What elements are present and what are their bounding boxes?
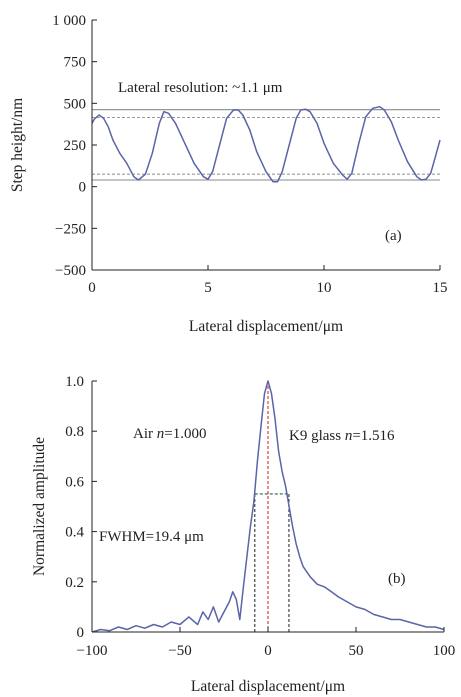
y-tick-label-a: 750 [64, 55, 87, 71]
x-tick-label-a: 10 [317, 280, 332, 296]
series-line-a [91, 105, 441, 183]
y-tick-label-a: 1 000 [52, 13, 86, 29]
y-tick-label-a: 500 [64, 96, 87, 112]
reference-lines-a [92, 109, 440, 181]
axes-a [91, 19, 441, 271]
annotation-glass-text: K9 glass [289, 428, 345, 444]
y-axis-title-a: Step height/nm [9, 98, 26, 192]
y-tick-label-b: 0.8 [65, 424, 84, 440]
annotation-air-value: =1.000 [164, 426, 206, 442]
x-tick-label-b: −50 [168, 643, 191, 659]
normalized-amplitude-line [91, 380, 445, 633]
chart-panel-b: 0 0.2 0.4 0.6 0.8 1.0 −100 −50 0 50 100 Lateral di… [31, 374, 455, 695]
annotation-k9-glass: K9 glass n=1.516 [289, 428, 395, 444]
annotation-air-text: Air [133, 426, 157, 442]
y-axis-title-b: Normalized amplitude [31, 437, 48, 576]
step-height-line [91, 105, 441, 183]
annotation-air-n: n [157, 426, 165, 442]
x-tick-label-a: 0 [88, 280, 96, 296]
fwhm-markers-b [254, 381, 290, 632]
x-tick-label-b: 0 [264, 643, 272, 659]
axes-b [91, 380, 445, 633]
annotation-air: Air n=1.000 [133, 426, 206, 442]
series-line-b [91, 380, 445, 633]
annotation-glass-n: n [345, 428, 353, 444]
y-tick-label-b: 0.4 [65, 525, 84, 541]
annotation-fwhm: FWHM=19.4 μm [99, 529, 204, 545]
x-tick-label-b: −100 [77, 643, 108, 659]
x-tick-label-a: 5 [204, 280, 212, 296]
y-tick-label-a: −500 [55, 263, 86, 279]
x-tick-label-a: 15 [433, 280, 448, 296]
x-axis-title-b: Lateral displacement/μm [191, 678, 345, 695]
chart-panel-a: −500 −250 0 250 500 750 1 000 0 5 10 15 Lateral di… [9, 13, 448, 335]
y-tick-label-a: 250 [64, 138, 87, 154]
tick-labels-a: −500 −250 0 250 500 750 1 000 0 5 10 15 [52, 13, 447, 296]
x-tick-label-b: 100 [433, 643, 456, 659]
x-axis-title-a: Lateral displacement/μm [189, 318, 343, 335]
y-tick-label-b: 1.0 [65, 374, 84, 390]
y-tick-label-a: 0 [79, 180, 87, 196]
panel-label-a: (a) [385, 228, 402, 244]
y-tick-label-b: 0 [77, 625, 85, 641]
panel-label-b: (b) [388, 571, 406, 587]
annotation-lateral-resolution: Lateral resolution: ~1.1 μm [118, 80, 283, 96]
y-tick-label-a: −250 [55, 221, 86, 237]
x-tick-label-b: 50 [349, 643, 364, 659]
y-tick-label-b: 0.6 [65, 474, 84, 490]
y-tick-label-b: 0.2 [65, 575, 84, 591]
tick-labels-b: 0 0.2 0.4 0.6 0.8 1.0 −100 −50 0 50 100 [65, 374, 455, 659]
annotation-glass-value: =1.516 [352, 428, 395, 444]
